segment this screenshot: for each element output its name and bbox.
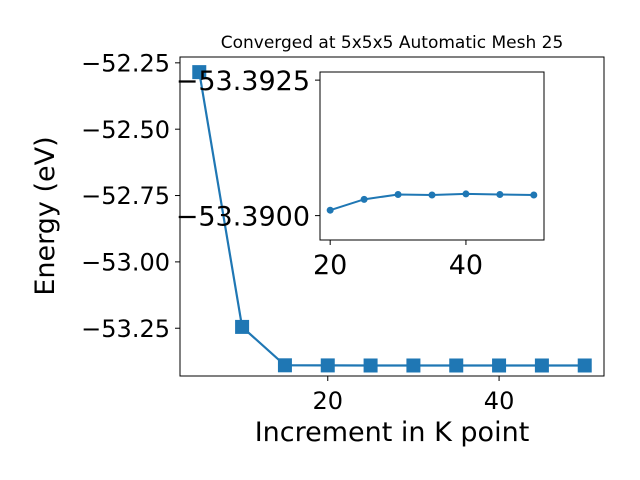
main-data-point bbox=[449, 358, 464, 373]
main-data-point bbox=[192, 65, 207, 80]
inset-plot: 20 40 −53.3900−53.3925 bbox=[176, 66, 545, 281]
inset-x-tick-label: 20 bbox=[313, 250, 347, 281]
main-plot-frame bbox=[179, 56, 605, 377]
main-series bbox=[192, 65, 592, 373]
inset-data-point bbox=[530, 191, 538, 199]
inset-data-point bbox=[428, 191, 436, 199]
main-data-point bbox=[235, 319, 250, 334]
main-y-tick-label: −52.25 bbox=[81, 49, 170, 77]
main-plot: 20 40 −53.25−53.00−52.75−52.50−52.25 Conv… bbox=[30, 33, 605, 448]
main-data-point bbox=[406, 358, 421, 373]
inset-x-ticks: 20 40 bbox=[313, 240, 483, 281]
main-data-point bbox=[320, 358, 335, 373]
inset-data-point bbox=[462, 190, 470, 198]
y-axis-label: Energy (eV) bbox=[30, 136, 61, 295]
main-y-tick-label: −53.00 bbox=[81, 249, 170, 277]
x-axis-label: Increment in K point bbox=[255, 417, 530, 448]
main-series-line bbox=[198, 71, 585, 367]
main-x-tick-label: 40 bbox=[484, 387, 515, 415]
inset-data-point bbox=[326, 206, 334, 214]
inset-y-tick-label: −53.3900 bbox=[176, 201, 310, 232]
main-y-tick-label: −53.25 bbox=[81, 315, 170, 343]
main-data-point bbox=[577, 358, 592, 373]
main-data-point bbox=[277, 358, 292, 373]
inset-plot-frame bbox=[319, 71, 545, 241]
main-data-point bbox=[534, 358, 549, 373]
inset-data-point bbox=[496, 190, 504, 198]
inset-x-tick-label: 40 bbox=[449, 250, 483, 281]
inset-y-tick-label: −53.3925 bbox=[176, 66, 310, 97]
chart-title: Converged at 5x5x5 Automatic Mesh 25 bbox=[221, 33, 564, 53]
inset-data-point bbox=[394, 190, 402, 198]
main-data-point bbox=[363, 358, 378, 373]
inset-y-ticks: −53.3900 −53.3925 bbox=[176, 66, 320, 232]
main-data-point bbox=[492, 358, 507, 373]
main-x-tick-label: 20 bbox=[312, 387, 343, 415]
main-x-ticks: 20 40 bbox=[312, 376, 514, 415]
inset-series bbox=[326, 190, 538, 214]
main-y-ticks: −53.25 −53.00 −52.75 −52.50 −52.25 bbox=[81, 49, 180, 343]
inset-data-point bbox=[360, 195, 368, 203]
main-y-tick-label: −52.50 bbox=[81, 116, 170, 144]
main-y-tick-label: −52.75 bbox=[81, 182, 170, 210]
